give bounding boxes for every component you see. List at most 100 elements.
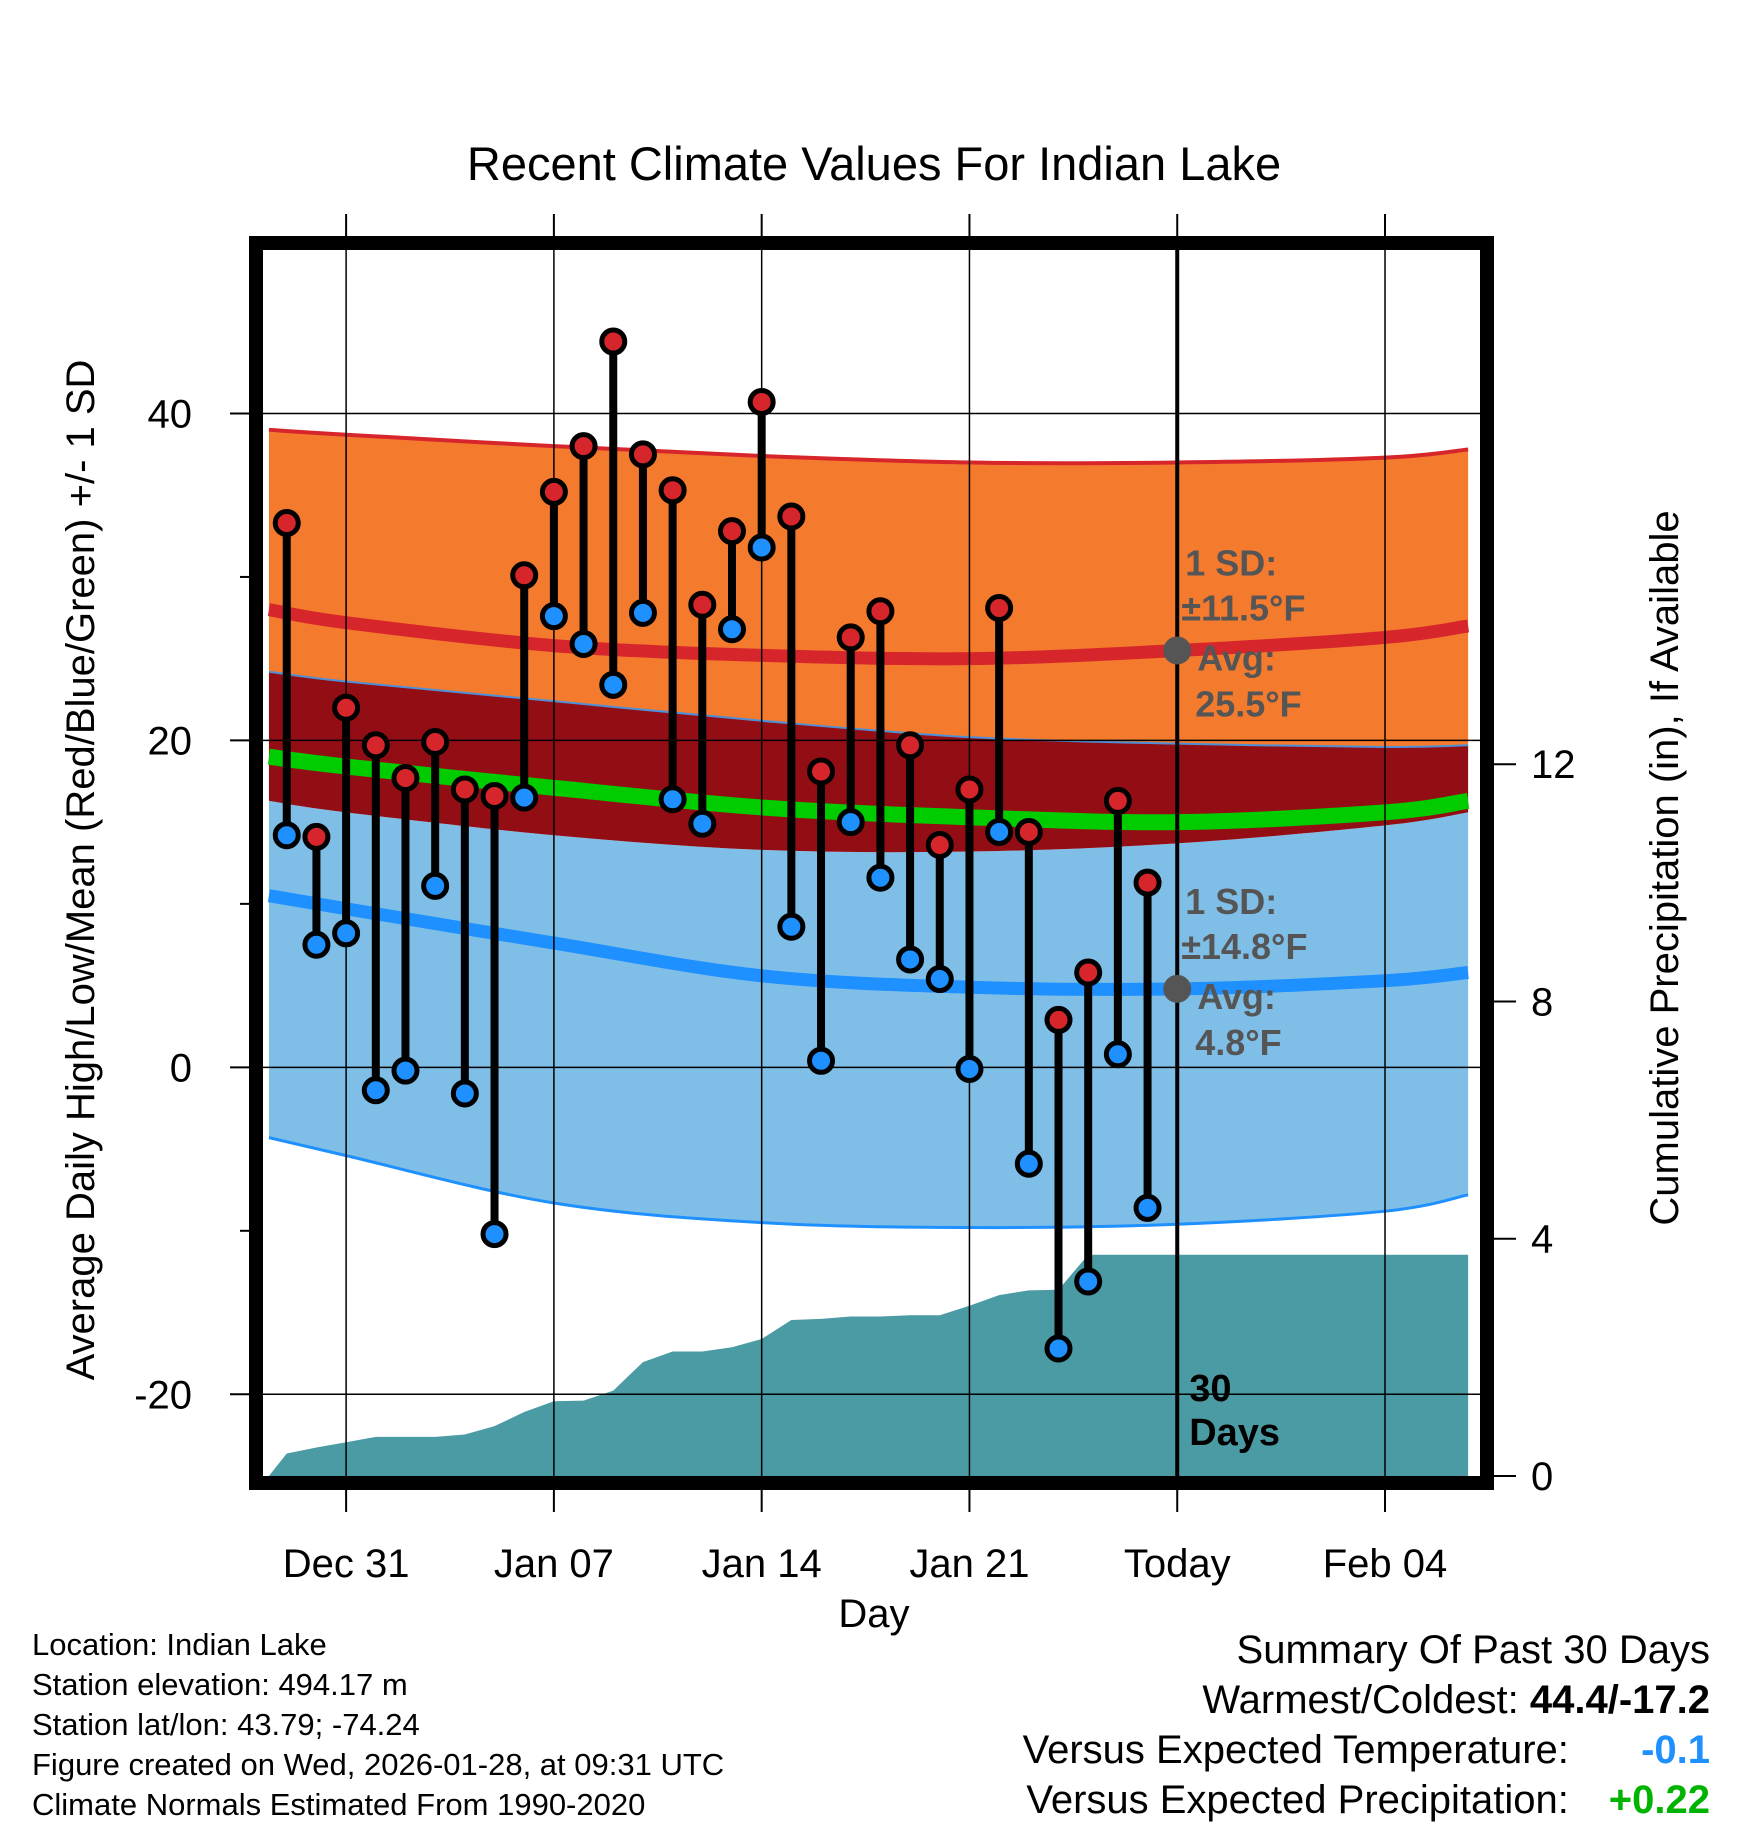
warmest-coldest-value: 44.4/-17.2	[1529, 1678, 1710, 1722]
y-axis-label: Average Daily High/Low/Mean (Red/Blue/Gr…	[59, 360, 103, 1381]
precip-area	[268, 1254, 1469, 1476]
daily-low-point	[777, 912, 806, 941]
daily-low-point	[569, 629, 598, 658]
daily-low-point	[925, 965, 954, 994]
daily-high-point	[421, 728, 450, 757]
daily-high-point	[628, 440, 657, 469]
daily-high-point	[866, 597, 895, 626]
daily-high-point	[510, 561, 539, 590]
plot-frame	[249, 236, 1494, 1490]
daily-low-point	[955, 1054, 984, 1083]
y2-tick-label: 4	[1531, 1218, 1553, 1262]
y2-tick-label: 12	[1531, 743, 1576, 787]
low-annotation-avg-label: Avg:	[1197, 976, 1276, 1017]
daily-low-point	[807, 1046, 836, 1075]
info-elevation: Station elevation: 494.17 m	[32, 1667, 408, 1702]
daily-high-point	[332, 693, 361, 722]
high-annotation-avg-label: Avg:	[1197, 637, 1276, 678]
x-tick-label: Jan 14	[702, 1542, 822, 1586]
low-annotation-sd-label: 1 SD:	[1185, 881, 1277, 922]
daily-high-point	[836, 623, 865, 652]
daily-low-point	[866, 863, 895, 892]
daily-low-point	[658, 785, 687, 814]
warmest-coldest-label: Warmest/Coldest:	[1202, 1678, 1519, 1722]
low-annotation-avg-value: 4.8°F	[1195, 1022, 1281, 1063]
x-tick-label: Jan 21	[909, 1542, 1029, 1586]
daily-high-point	[1133, 868, 1162, 897]
daily-high-point	[807, 757, 836, 786]
daily-low-point	[1133, 1193, 1162, 1222]
daily-low-point	[539, 602, 568, 631]
daily-high-point	[896, 731, 925, 760]
today-days-label: 30 Days	[1189, 1368, 1280, 1454]
chart-title: Recent Climate Values For Indian Lake	[467, 137, 1281, 190]
y-tick-label: 0	[170, 1046, 192, 1090]
daily-high-point	[569, 432, 598, 461]
today-days-line: 30	[1189, 1368, 1231, 1410]
daily-low-point	[510, 783, 539, 812]
daily-high-point	[1074, 958, 1103, 987]
daily-low-point	[1014, 1149, 1043, 1178]
x-tick-label: Jan 07	[494, 1542, 614, 1586]
daily-high-point	[1044, 1005, 1073, 1034]
temp-anomaly-label: Versus Expected Temperature:	[1022, 1728, 1569, 1772]
y-tick-label: 40	[148, 392, 193, 436]
daily-low-point	[747, 533, 776, 562]
high-annotation-sd-label: 1 SD:	[1185, 542, 1277, 583]
daily-high-point	[480, 781, 509, 810]
daily-high-point	[658, 476, 687, 505]
high-avg-marker	[1163, 636, 1192, 665]
daily-low-point	[450, 1079, 479, 1108]
y-tick-label: -20	[134, 1373, 192, 1417]
daily-high-point	[1103, 786, 1132, 815]
info-latlon: Station lat/lon: 43.79; -74.24	[32, 1707, 420, 1742]
daily-low-point	[421, 871, 450, 900]
low-lower-edge	[268, 1136, 1469, 1230]
x-tick-label: Today	[1124, 1542, 1231, 1586]
daily-high-point	[717, 517, 746, 546]
high-lower-edge	[268, 670, 1469, 748]
daily-high-point	[272, 508, 301, 537]
high-sd-band	[268, 429, 1469, 747]
info-normals: Climate Normals Estimated From 1990-2020	[32, 1787, 646, 1822]
daily-high-point	[539, 477, 568, 506]
temp-anomaly-value: -0.1	[1641, 1728, 1710, 1772]
daily-high-point	[599, 327, 628, 356]
summary-heading: Summary Of Past 30 Days	[1236, 1628, 1710, 1672]
daily-high-point	[391, 763, 420, 792]
daily-high-point	[955, 775, 984, 804]
precip-anomaly-label: Versus Expected Precipitation:	[1026, 1778, 1569, 1822]
normal-high-line	[267, 603, 1470, 666]
daily-low-point	[302, 930, 331, 959]
high-annotation-sd-value: ±11.5°F	[1181, 587, 1305, 628]
low-sd-band	[268, 800, 1469, 1228]
x-axis-label: Day	[838, 1592, 909, 1636]
daily-high-point	[1014, 817, 1043, 846]
normal-low-line	[267, 889, 1469, 996]
high-annotation-avg-value: 25.5°F	[1195, 683, 1301, 724]
daily-low-point	[688, 809, 717, 838]
daily-low-point	[1074, 1267, 1103, 1296]
daily-high-point	[925, 831, 954, 860]
daily-low-point	[332, 919, 361, 948]
daily-high-point	[747, 388, 776, 417]
daily-high-point	[361, 731, 390, 760]
daily-low-point	[391, 1056, 420, 1085]
overlap-band	[268, 671, 1469, 853]
daily-low-point	[896, 945, 925, 974]
info-location: Location: Indian Lake	[32, 1627, 327, 1662]
daily-high-point	[302, 822, 331, 851]
y2-axis-label: Cumulative Precipitation (in), If Availa…	[1643, 510, 1687, 1225]
daily-low-point	[628, 598, 657, 627]
daily-high-point	[985, 593, 1014, 622]
daily-low-point	[717, 615, 746, 644]
x-tick-label: Dec 31	[283, 1542, 410, 1586]
info-created: Figure created on Wed, 2026-01-28, at 09…	[32, 1747, 725, 1782]
today-days-line: Days	[1189, 1412, 1280, 1454]
daily-low-point	[985, 817, 1014, 846]
x-tick-label: Feb 04	[1323, 1542, 1448, 1586]
y-tick-label: 20	[148, 719, 193, 763]
low-annotation-sd-value: ±14.8°F	[1181, 926, 1307, 967]
